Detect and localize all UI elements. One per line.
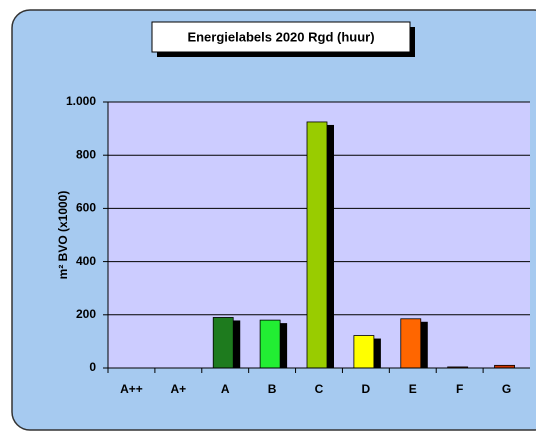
bar (353, 335, 375, 369)
y-tick-label: 600 (76, 201, 96, 215)
x-tick-label: A+ (170, 382, 186, 396)
bar (306, 121, 328, 369)
x-tick-label: B (268, 382, 277, 396)
x-tick-label: A (221, 382, 230, 396)
bar (259, 319, 281, 369)
y-tick-label: 400 (76, 254, 96, 268)
bar (212, 317, 234, 369)
y-axis-label: m² BVO (x1000) (56, 191, 70, 280)
x-tick-label: C (315, 382, 324, 396)
x-tick-label: E (409, 382, 417, 396)
x-tick-label: A++ (120, 382, 143, 396)
chart-title: Energielabels 2020 Rgd (huur) (187, 29, 374, 44)
x-tick-label: D (362, 382, 371, 396)
y-tick-label: 1.000 (66, 94, 96, 108)
x-tick-label: F (456, 382, 463, 396)
bar (400, 318, 422, 369)
y-tick-label: 0 (89, 360, 96, 374)
x-tick-label: G (502, 382, 511, 396)
y-tick-label: 200 (76, 307, 96, 321)
title-box (151, 21, 411, 53)
y-tick-label: 800 (76, 147, 96, 161)
